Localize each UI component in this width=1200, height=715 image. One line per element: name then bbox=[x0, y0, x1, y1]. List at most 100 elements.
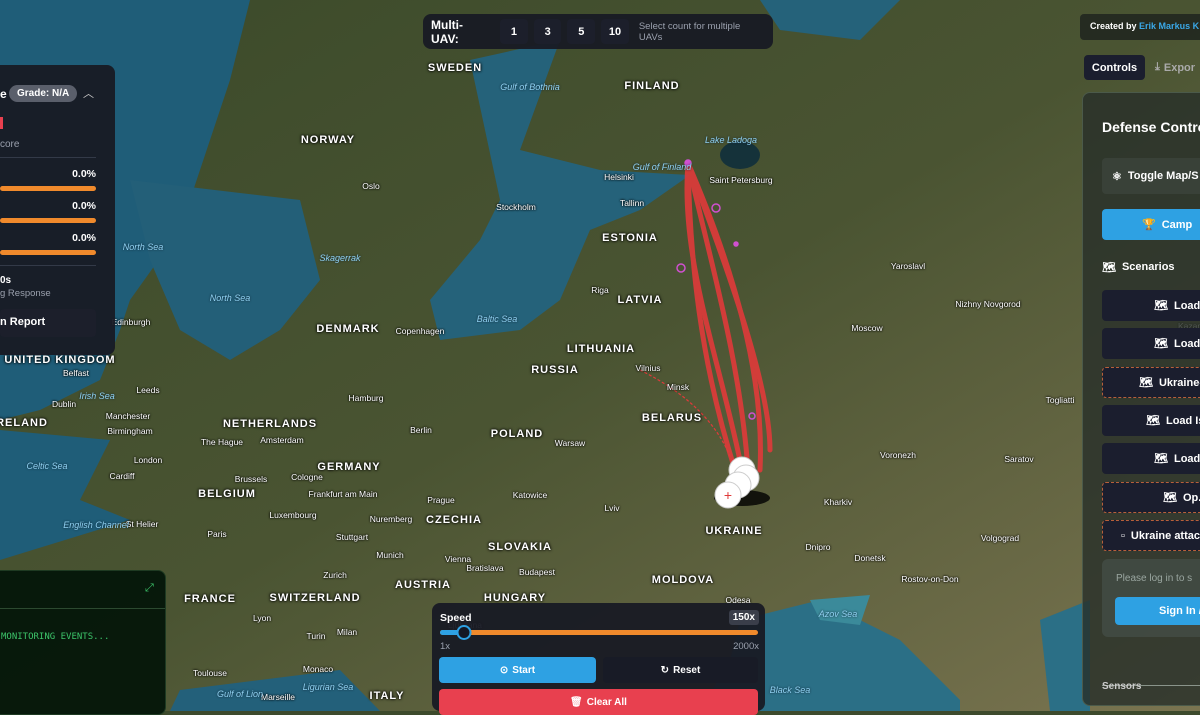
sea-baltic bbox=[430, 40, 690, 340]
speed-max: 2000x bbox=[733, 641, 759, 652]
country-label: ITALY bbox=[369, 690, 405, 702]
reset-label: Reset bbox=[673, 664, 701, 676]
trajectory-thin bbox=[639, 369, 736, 471]
city-label: Copenhagen bbox=[395, 326, 445, 336]
reset-button[interactable]: ↻ Reset bbox=[603, 657, 758, 683]
city-label: Yaroslavl bbox=[890, 261, 926, 271]
city-label: Munich bbox=[376, 550, 404, 560]
play-icon: ⊙ bbox=[499, 664, 509, 676]
scenario-button[interactable]: ▫ Ukraine attack bbox=[1102, 520, 1200, 551]
city-label: Frankfurt am Main bbox=[308, 489, 378, 499]
country-label: BELARUS bbox=[641, 412, 703, 424]
city-label: Cologne bbox=[291, 472, 323, 482]
uav-count-5-button[interactable]: 5 bbox=[567, 19, 596, 44]
sign-in-label: Sign In / bbox=[1159, 605, 1200, 617]
trophy-icon: 🏆 bbox=[1142, 219, 1156, 231]
toggle-map-button[interactable]: ⚛ Toggle Map/S bbox=[1102, 158, 1200, 194]
tab-export[interactable]: ⤓ Expor bbox=[1155, 55, 1200, 80]
city-label: Tallinn bbox=[619, 198, 645, 208]
map-icon: ▫ bbox=[1121, 529, 1125, 542]
map-icon: 🗺 bbox=[1163, 492, 1177, 504]
city-label: Stuttgart bbox=[335, 532, 369, 542]
reset-icon: ↻ bbox=[660, 664, 670, 676]
scenario-button[interactable]: 🗺 Load Israe bbox=[1102, 405, 1200, 436]
city-label: Warsaw bbox=[554, 438, 586, 448]
city-label: Odesa bbox=[725, 595, 751, 605]
city-label: Amsterdam bbox=[260, 435, 304, 445]
city-label: Katowice bbox=[512, 490, 548, 500]
sea-white bbox=[760, 0, 900, 40]
clear-all-button[interactable]: 🗑 Clear All bbox=[439, 689, 758, 715]
start-label: Start bbox=[512, 664, 536, 676]
score-label: core bbox=[0, 139, 20, 150]
avg-response-value: 0s bbox=[0, 275, 12, 286]
trajectory bbox=[684, 160, 745, 473]
speed-slider-thumb[interactable] bbox=[456, 625, 472, 640]
city-label: Oslo bbox=[362, 181, 380, 191]
tab-controls[interactable]: Controls bbox=[1084, 55, 1145, 80]
map-icon: 🗺 bbox=[1154, 338, 1168, 350]
author-link[interactable]: Erik Markus K bbox=[1139, 21, 1200, 31]
start-button[interactable]: ⊙ Start bbox=[439, 657, 596, 683]
country-label: FINLAND bbox=[624, 80, 680, 92]
map-icon: 🗺 bbox=[1139, 377, 1153, 389]
scenario-label: Ukraine attack bbox=[1130, 529, 1200, 542]
report-button[interactable]: n Report bbox=[0, 309, 96, 337]
scenario-label: Op. Tru bbox=[1182, 491, 1200, 504]
city-label: Lyon bbox=[252, 613, 272, 623]
sea-black bbox=[700, 600, 960, 711]
trajectory bbox=[685, 160, 751, 473]
city-label: Rostov-on-Don bbox=[901, 574, 959, 584]
country-label: RUSSIA bbox=[531, 364, 579, 376]
uav-count-1-button[interactable]: 1 bbox=[500, 19, 528, 44]
scenario-button[interactable]: 🗺 Ukraine-to- bbox=[1102, 367, 1200, 398]
target-cross-icon: + bbox=[724, 487, 732, 503]
tab-controls-label: Controls bbox=[1091, 61, 1138, 74]
city-label: Turin bbox=[306, 631, 326, 641]
city-label: Moscow bbox=[851, 323, 883, 333]
country-label: AUSTRIA bbox=[395, 579, 451, 591]
country-label: ESTONIA bbox=[602, 232, 658, 244]
map-icon: 🗺 bbox=[1154, 453, 1168, 465]
water-label: North Sea bbox=[122, 242, 164, 252]
expand-icon[interactable]: ⤢ bbox=[145, 582, 154, 594]
metric-percent: 0.0% bbox=[72, 200, 96, 212]
city-label: Leeds bbox=[136, 385, 160, 395]
country-label: SWITZERLAND bbox=[269, 592, 361, 604]
collapse-chevron-icon[interactable]: ︿ bbox=[83, 88, 94, 100]
scenario-button[interactable]: 🗺 Load Tai bbox=[1102, 443, 1200, 474]
scenario-button[interactable]: 🗺 Load Est bbox=[1102, 290, 1200, 321]
login-prompt: Please log in to s bbox=[1116, 573, 1193, 584]
country-label: IRELAND bbox=[0, 417, 48, 429]
sensors-heading: Sensors bbox=[1102, 681, 1142, 692]
clear-all-label: Clear All bbox=[586, 696, 627, 708]
city-label: London bbox=[133, 455, 163, 465]
country-label: HUNGARY bbox=[483, 592, 547, 604]
sign-in-button[interactable]: Sign In / bbox=[1115, 597, 1200, 625]
map-icon: 🗺 bbox=[1154, 300, 1168, 312]
water-label: Lake Ladoga bbox=[704, 135, 758, 145]
speed-slider[interactable] bbox=[440, 625, 758, 640]
country-label: SWEDEN bbox=[427, 62, 483, 74]
city-label: Saratov bbox=[1004, 454, 1034, 464]
multi-uav-selector: Multi-UAV: 1 3 5 10 Select count for mul… bbox=[423, 14, 773, 49]
city-label: St Helier bbox=[125, 519, 159, 529]
scenario-button[interactable]: 🗺 Op. Tru bbox=[1102, 482, 1200, 513]
scenario-label: Load Est bbox=[1173, 299, 1200, 312]
scenario-button[interactable]: 🗺 Load Ukr bbox=[1102, 328, 1200, 359]
water-label: Celtic Sea bbox=[26, 461, 68, 471]
city-label: Edinburgh bbox=[111, 317, 151, 327]
city-label: Voronezh bbox=[880, 450, 916, 460]
uav-count-3-button[interactable]: 3 bbox=[533, 19, 562, 44]
metric-bar bbox=[0, 250, 96, 255]
campaign-button[interactable]: 🏆 Camp bbox=[1102, 209, 1200, 240]
uav-count-10-button[interactable]: 10 bbox=[601, 19, 629, 44]
trajectory bbox=[685, 160, 773, 453]
speed-label: Speed bbox=[440, 612, 472, 624]
water-label: Gulf of Bothnia bbox=[500, 82, 560, 92]
speed-value: 150x bbox=[728, 610, 759, 625]
water-label: Black Sea bbox=[769, 685, 811, 695]
multi-uav-hint: Select count for multiple UAVs bbox=[638, 20, 741, 43]
country-label: POLAND bbox=[490, 428, 544, 440]
